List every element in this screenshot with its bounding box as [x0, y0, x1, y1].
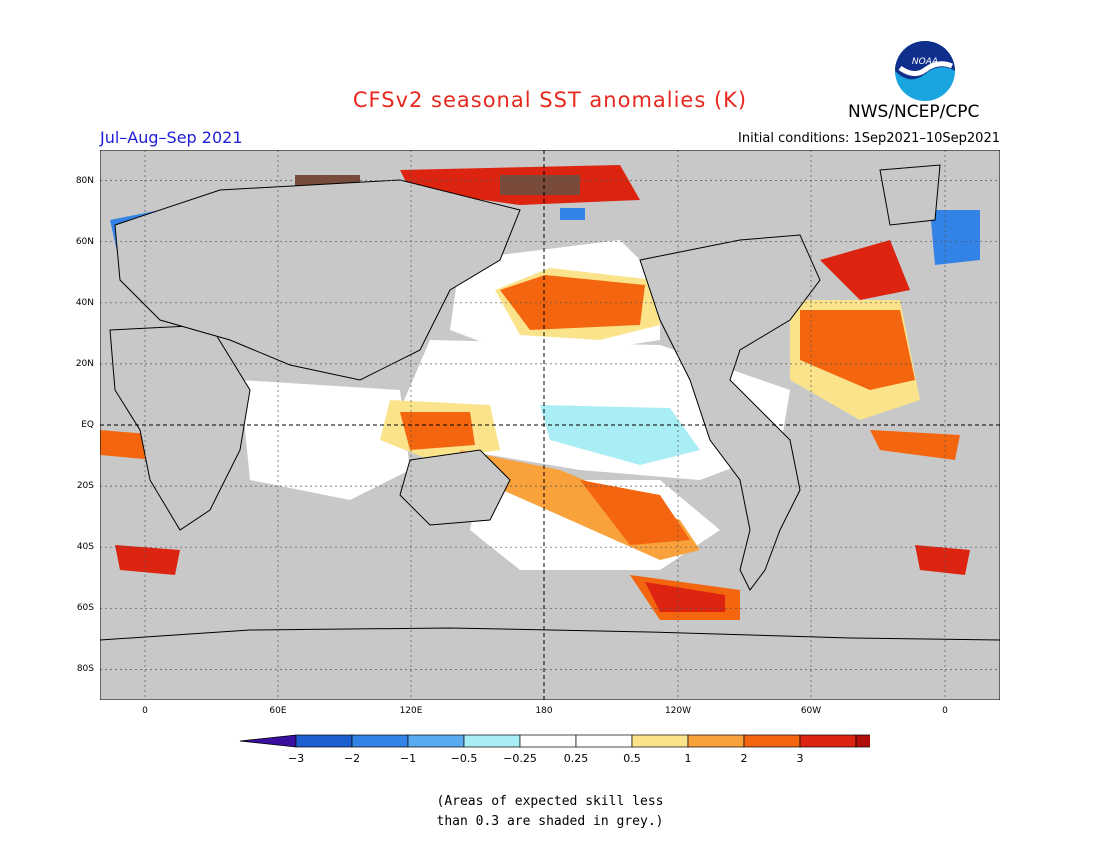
initial-conditions-label: Initial conditions: 1Sep2021–10Sep2021 — [738, 131, 1000, 146]
colorbar — [239, 734, 870, 748]
colorbar-min-arrow — [239, 734, 297, 748]
north-pacific-strong-warm — [500, 275, 645, 330]
southern-ocean-east-warm — [915, 545, 970, 575]
skill-note: (Areas of expected skill less than 0.3 a… — [0, 792, 1100, 832]
lon-label: 120E — [399, 706, 423, 716]
season-label: Jul–Aug–Sep 2021 — [100, 128, 243, 147]
gulf-stream-warm — [820, 240, 910, 300]
lat-label: 40N — [75, 297, 94, 308]
colorbar-box — [631, 734, 689, 748]
colorbar-segments — [239, 734, 870, 748]
colorbar-box — [351, 734, 409, 748]
lat-label: 40S — [76, 542, 94, 553]
lon-label: 0 — [942, 706, 948, 716]
maritime-continent-strong-warm — [400, 412, 475, 450]
bering-cool — [560, 208, 585, 220]
colorbar-label: −0.5 — [450, 752, 478, 765]
australia-outline — [399, 449, 511, 526]
agency-label: NWS/NCEP/CPC — [848, 102, 980, 122]
logo-text: NOAA — [912, 57, 938, 67]
lat-label: 80S — [76, 664, 94, 675]
lon-label: 0 — [142, 706, 148, 716]
sst-anomaly-map — [100, 150, 1000, 700]
southern-ocean-strong-warm — [645, 582, 725, 612]
colorbar-box — [407, 734, 465, 748]
lat-label: 60S — [76, 603, 94, 614]
equatorial-pacific-cool — [540, 405, 700, 465]
southern-ocean-west-warm — [115, 545, 180, 575]
greenland-outline — [879, 164, 941, 226]
skill-note-line: than 0.3 are shaded in grey.) — [436, 814, 664, 829]
lat-label: 60N — [75, 236, 94, 247]
colorbar-label: 1 — [684, 752, 692, 765]
colorbar-label: 0.25 — [563, 752, 589, 765]
arctic-very-warm-2 — [500, 175, 580, 195]
colorbar-box — [575, 734, 633, 748]
noaa-logo: NOAA — [895, 41, 955, 101]
indian-ocean-neutral — [240, 380, 410, 500]
south-pacific-strong-warm — [580, 480, 690, 545]
continent-outlines — [100, 164, 1000, 700]
south-atlantic-warm — [870, 430, 960, 460]
colorbar-label: −0.25 — [503, 752, 537, 765]
lat-label: 20N — [75, 358, 94, 369]
colorbar-box — [295, 734, 353, 748]
colorbar-label: 3 — [796, 752, 804, 765]
colorbar-box — [799, 734, 857, 748]
colorbar-label: 2 — [740, 752, 748, 765]
colorbar-label: 0.5 — [623, 752, 641, 765]
equator-dateline — [100, 150, 1000, 700]
antarctica-outline — [100, 627, 1000, 700]
lon-label: 120W — [664, 706, 692, 716]
colorbar-label: −2 — [343, 752, 361, 765]
colorbar-label: −3 — [287, 752, 305, 765]
colorbar-box — [463, 734, 521, 748]
lon-label: 60E — [269, 706, 287, 716]
lon-label: 180 — [535, 706, 553, 716]
colorbar-box — [855, 734, 870, 748]
americas-outline — [639, 234, 821, 591]
lat-label: 20S — [76, 481, 94, 492]
lat-label: EQ — [81, 420, 94, 430]
colorbar-label: −1 — [399, 752, 417, 765]
colorbar-box — [519, 734, 577, 748]
skill-note-line: (Areas of expected skill less — [436, 794, 664, 809]
colorbar-box — [687, 734, 745, 748]
north-atlantic-strong-warm — [800, 310, 915, 390]
lat-label: 80N — [75, 175, 94, 186]
eurasia-outline — [114, 179, 521, 381]
labrador-cool — [930, 210, 980, 265]
chart-title: CFSv2 seasonal SST anomalies (K) — [352, 88, 748, 112]
colorbar-box — [743, 734, 801, 748]
lon-label: 60W — [800, 706, 822, 716]
